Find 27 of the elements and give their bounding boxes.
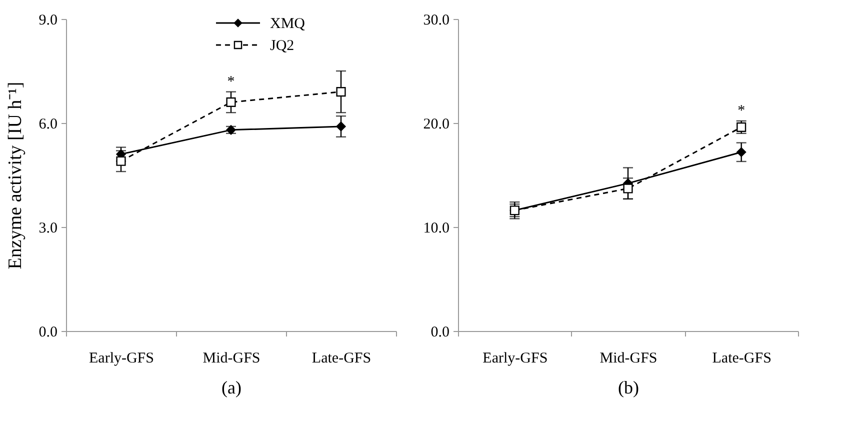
- y-tick-label: 9.0: [38, 12, 58, 28]
- y-tick-label: 10.0: [423, 220, 450, 236]
- y-axis-title: Enzyme activity [IU h⁻¹]: [4, 82, 26, 270]
- point: [736, 147, 746, 157]
- x-axis-title: (a): [222, 378, 242, 398]
- y-tick-label: 0.0: [430, 324, 450, 340]
- point: [226, 97, 236, 107]
- legend-label: JQ2: [270, 38, 294, 54]
- x-tick-label: Early-GFS: [482, 350, 548, 366]
- x-tick-label: Mid-GFS: [202, 350, 260, 366]
- y-tick-label: 20.0: [423, 116, 450, 132]
- x-tick-label: Late-GFS: [312, 350, 372, 366]
- point: [623, 184, 633, 194]
- y-tick-label: 6.0: [38, 116, 58, 132]
- y-tick-label: 3.0: [38, 220, 58, 236]
- point: [336, 87, 346, 97]
- legend-label: XMQ: [270, 16, 306, 32]
- x-tick-label: Early-GFS: [89, 350, 154, 366]
- y-tick-label: 30.0: [423, 12, 450, 28]
- annotation: *: [227, 74, 235, 90]
- point: [336, 122, 346, 132]
- y-tick-label: 0.0: [38, 324, 58, 340]
- x-tick-label: Late-GFS: [712, 350, 772, 366]
- point: [116, 156, 126, 166]
- annotation: *: [738, 102, 746, 119]
- x-tick-label: Mid-GFS: [600, 350, 658, 366]
- x-axis-title: (b): [618, 378, 639, 398]
